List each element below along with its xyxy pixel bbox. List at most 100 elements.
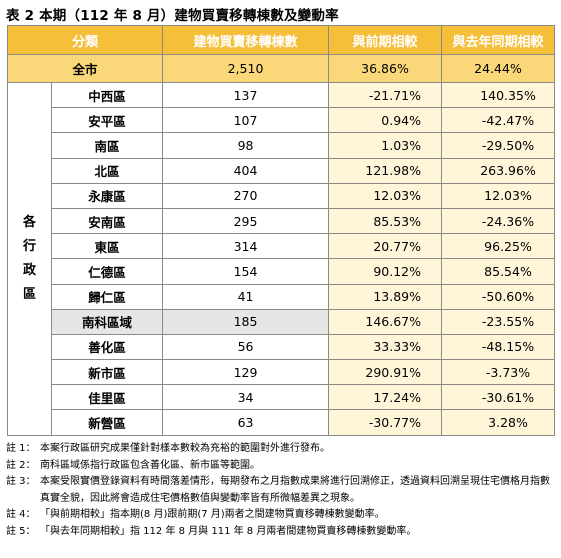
header-row: 分類 建物買賣移轉棟數 與前期相較 與去年同期相較 [6,25,556,55]
total-prev: 36.86% [328,54,443,83]
group-label: 各行政區 [7,82,52,436]
yoy-change-cell: -30.61% [441,384,556,411]
district-cell: 南科區域 [50,308,164,335]
district-cell: 歸仁區 [50,283,164,310]
prev-change-cell: 85.53% [328,207,443,235]
count-cell: 129 [162,359,330,386]
footnote-text: 「與去年同期相較」指 112 年 8 月與 111 年 8 月兩者間建物買賣移轉… [40,525,417,537]
total-yoy: 24.44% [441,54,556,83]
yoy-change-cell: -42.47% [441,107,556,134]
table-row: 永康區 270 12.03% 12.03% [8,182,556,209]
header-yoy: 與去年同期相較 [441,25,556,55]
district-cell: 永康區 [50,182,164,209]
footnote: 註 3： 本案受限實價登錄資料有時間落差情形，每期發布之月指數成果將進行回溯修正，… [6,474,556,507]
yoy-change-cell: -3.73% [441,359,556,386]
district-cell: 南區 [50,132,164,159]
prev-change-cell: -30.77% [328,409,443,436]
table-row: 安平區 107 0.94% -42.47% [8,107,556,134]
prev-change-cell: 33.33% [328,333,443,361]
count-cell: 41 [162,283,330,310]
count-cell: 98 [162,132,330,159]
prev-change-cell: 1.03% [328,132,443,159]
prev-change-cell: 13.89% [328,283,443,310]
count-cell: 154 [162,258,330,285]
table-row: 歸仁區 41 13.89% -50.60% [8,283,556,310]
district-cell: 中西區 [50,81,164,109]
prev-change-cell: 20.77% [328,233,443,260]
yoy-change-cell: -50.60% [441,283,556,310]
count-cell: 107 [162,107,330,134]
count-cell: 137 [162,81,330,109]
prev-change-cell: 90.12% [328,258,443,285]
table-row: 新營區 63 -30.77% 3.28% [8,409,556,436]
footnote-tag: 註 2： [6,459,36,471]
yoy-change-cell: -29.50% [441,132,556,159]
footnote-text: 本案受限實價登錄資料有時間落差情形，每期發布之月指數成果將進行回溯修正，透過資料… [40,476,550,504]
footnote-text: 南科區域係指行政區包含善化區、新市區等範圍。 [40,459,260,471]
prev-change-cell: 290.91% [328,359,443,386]
district-cell: 佳里區 [50,384,164,411]
table-row: 北區 404 121.98% 263.96% [8,157,556,184]
header-category: 分類 [6,25,164,55]
footnote-text: 本案行政區研究成果僅針對樣本數較為充裕的範圍對外進行發布。 [40,443,330,454]
district-cell: 安南區 [50,207,164,235]
table-row: 各行政區中西區 137 -21.71% 140.35% [7,81,556,436]
table-row: 東區 314 20.77% 96.25% [8,233,556,260]
count-cell: 63 [162,409,330,436]
footnote-text: 「與前期相較」指本期(8 月)跟前期(7 月)兩者之間建物買賣移轉棟數變動率。 [40,509,385,520]
yoy-change-cell: -48.15% [441,333,556,361]
count-cell: 185 [162,308,330,335]
total-label: 全市 [6,54,164,83]
count-cell: 295 [162,207,330,235]
footnote-tag: 註 3： [6,476,36,487]
yoy-change-cell: 12.03% [441,182,556,209]
header-prev: 與前期相較 [328,25,443,55]
prev-change-cell: -21.71% [328,81,443,109]
group-label-char: 區 [22,286,36,302]
prev-change-cell: 146.67% [328,308,443,335]
district-cell: 安平區 [50,107,164,134]
footnote: 註 5： 「與去年同期相較」指 112 年 8 月與 111 年 8 月兩者間建物… [6,524,556,541]
district-cell: 北區 [50,157,164,184]
table-row: 安南區 295 85.53% -24.36% [8,207,556,235]
header-count: 建物買賣移轉棟數 [162,25,330,55]
yoy-change-cell: 96.25% [441,233,556,260]
district-cell: 善化區 [50,333,164,361]
prev-change-cell: 17.24% [328,384,443,411]
yoy-change-cell: 85.54% [441,258,556,285]
total-count: 2,510 [162,54,330,83]
yoy-change-cell: -23.55% [441,308,556,335]
table-row: 善化區 56 33.33% -48.15% [8,333,556,361]
count-cell: 56 [162,333,330,361]
yoy-change-cell: -24.36% [441,207,556,235]
prev-change-cell: 12.03% [328,182,443,209]
district-cell: 新營區 [50,409,164,436]
group-label-char: 各 [22,214,36,230]
district-cell: 新市區 [50,359,164,386]
yoy-change-cell: 3.28% [441,409,556,436]
total-row: 全市 2,510 36.86% 24.44% [6,54,556,83]
footnotes: 註 1： 本案行政區研究成果僅針對樣本數較為充裕的範圍對外進行發布。註 2： 南科區… [6,441,556,540]
footnote-tag: 註 5： [6,525,36,537]
transfer-table: 分類 建物買賣移轉棟數 與前期相較 與去年同期相較 全市 2,510 36.86… [6,25,556,436]
count-cell: 314 [162,233,330,260]
table-row: 南區 98 1.03% -29.50% [8,132,556,159]
footnote-tag: 註 1： [6,443,36,454]
table-title: 表 2 本期（112 年 8 月）建物買賣移轉棟數及變動率 [6,8,339,24]
yoy-change-cell: 140.35% [441,81,556,109]
footnote: 註 1： 本案行政區研究成果僅針對樣本數較為充裕的範圍對外進行發布。 [6,441,556,458]
table-row: 南科區域 185 146.67% -23.55% [8,308,556,335]
yoy-change-cell: 263.96% [441,157,556,184]
table-row: 新市區 129 290.91% -3.73% [8,359,556,386]
footnote: 註 2： 南科區域係指行政區包含善化區、新市區等範圍。 [6,458,556,475]
prev-change-cell: 121.98% [328,157,443,184]
count-cell: 404 [162,157,330,184]
group-label-char: 行 [22,238,36,254]
district-cell: 仁德區 [50,258,164,285]
table-row: 仁德區 154 90.12% 85.54% [8,258,556,285]
footnote-tag: 註 4： [6,509,36,520]
district-cell: 東區 [50,233,164,260]
prev-change-cell: 0.94% [328,107,443,134]
footnote: 註 4： 「與前期相較」指本期(8 月)跟前期(7 月)兩者之間建物買賣移轉棟數變… [6,507,556,524]
count-cell: 270 [162,182,330,209]
